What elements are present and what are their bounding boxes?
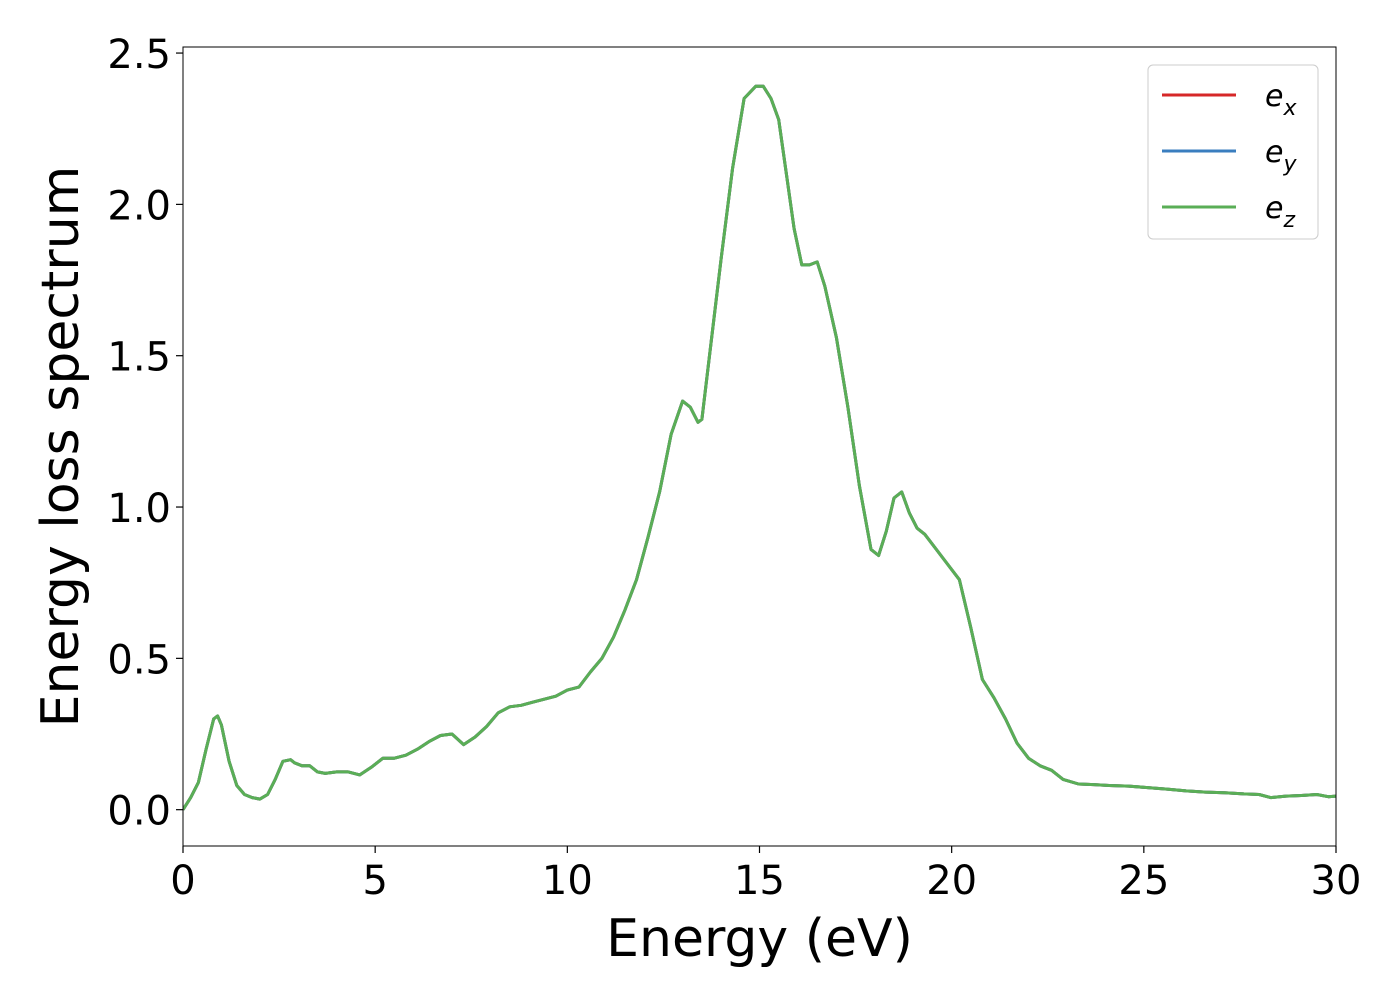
- y-tick-label: 2.0: [107, 183, 171, 229]
- x-tick-label: 30: [1311, 858, 1362, 904]
- x-tick-label: 5: [362, 858, 387, 904]
- y-axis: 0.0 0.5 1.0 1.5 2.0 2.5: [107, 32, 183, 835]
- y-tick-label: 1.5: [107, 335, 171, 381]
- y-tick-label: 2.5: [107, 32, 171, 78]
- legend-label: ez: [1265, 191, 1295, 233]
- y-tick-label: 0.0: [107, 789, 171, 835]
- x-tick-label: 25: [1118, 858, 1169, 904]
- legend: ex ey ez: [1147, 64, 1319, 240]
- x-axis-title: Energy (eV): [606, 909, 913, 969]
- legend-label: ey: [1265, 135, 1297, 177]
- series-line-ez: [183, 84, 1336, 811]
- y-tick-label: 0.5: [107, 637, 171, 683]
- x-tick-label: 0: [170, 858, 195, 904]
- legend-label: ex: [1265, 79, 1297, 121]
- y-tick-label: 1.0: [107, 486, 171, 532]
- x-axis: 0 5 10 15 20 25 30: [170, 846, 1361, 904]
- x-tick-label: 20: [926, 858, 977, 904]
- x-tick-label: 15: [734, 858, 785, 904]
- y-axis-title: Energy loss spectrum: [31, 166, 91, 728]
- x-tick-label: 10: [542, 858, 593, 904]
